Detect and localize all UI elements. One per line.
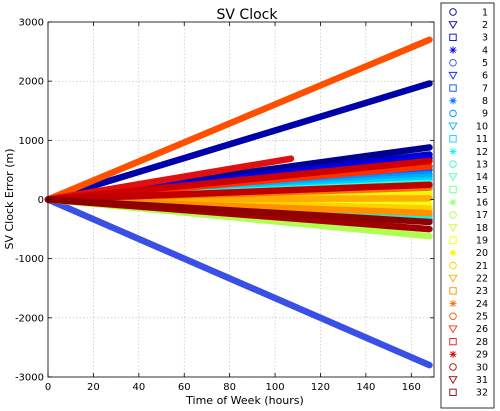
legend-label-4: 4 bbox=[482, 45, 488, 56]
legend-marker-17 bbox=[449, 211, 457, 219]
legend-marker-9 bbox=[449, 109, 457, 118]
legend-marker-3 bbox=[449, 33, 457, 42]
legend-marker-30 bbox=[449, 363, 457, 371]
legend-label-20: 20 bbox=[476, 248, 488, 259]
y-tick-label: 2000 bbox=[19, 77, 44, 88]
legend-marker-19 bbox=[449, 236, 457, 244]
x-tick-label: 120 bbox=[311, 382, 330, 393]
legend-marker-16 bbox=[449, 198, 457, 206]
x-tick-label: 100 bbox=[266, 382, 285, 393]
plot-series bbox=[44, 36, 433, 369]
legend-marker-23 bbox=[449, 287, 457, 295]
legend-marker-32 bbox=[449, 388, 457, 396]
legend-label-1: 1 bbox=[482, 7, 488, 18]
legend-label-13: 13 bbox=[476, 159, 488, 170]
legend-label-15: 15 bbox=[476, 185, 488, 196]
y-axis-label: SV Clock Error (m) bbox=[3, 149, 16, 250]
legend-marker-4 bbox=[449, 46, 457, 54]
y-tick-label: -3000 bbox=[15, 373, 44, 384]
legend-label-5: 5 bbox=[482, 58, 488, 69]
legend-marker-11 bbox=[449, 135, 457, 143]
legend-marker-8 bbox=[449, 97, 457, 105]
legend-marker-5 bbox=[449, 58, 457, 67]
legend-label-26: 26 bbox=[476, 324, 488, 335]
x-tick-label: 20 bbox=[87, 382, 100, 393]
legend-marker-18 bbox=[448, 224, 458, 233]
legend-marker-13 bbox=[449, 160, 457, 168]
legend-label-7: 7 bbox=[482, 83, 488, 94]
legend-label-29: 29 bbox=[476, 350, 488, 361]
legend-marker-1 bbox=[449, 8, 457, 16]
legend-label-23: 23 bbox=[476, 286, 488, 297]
legend-label-25: 25 bbox=[476, 312, 488, 323]
axis-ticks: 0 20 40 60 80 100 120 140 160 -3000 -2000 -1000 0 100… bbox=[15, 18, 434, 393]
legend-label-30: 30 bbox=[476, 362, 488, 373]
series-line-2 bbox=[44, 80, 433, 203]
legend-marker-31 bbox=[448, 376, 458, 385]
legend-label-14: 14 bbox=[476, 172, 488, 183]
legend-marker-10 bbox=[448, 122, 458, 131]
legend-marker-20 bbox=[449, 249, 457, 257]
legend-label-19: 19 bbox=[476, 235, 488, 246]
legend-label-3: 3 bbox=[482, 33, 488, 44]
legend-label-28: 28 bbox=[476, 337, 488, 348]
x-tick-label: 160 bbox=[402, 382, 421, 393]
legend-label-21: 21 bbox=[476, 261, 488, 272]
legend-marker-22 bbox=[448, 274, 458, 283]
legend-label-12: 12 bbox=[476, 147, 488, 158]
x-tick-label: 60 bbox=[178, 382, 191, 393]
legend-marker-12 bbox=[449, 147, 457, 156]
legend-label-16: 16 bbox=[476, 197, 488, 208]
legend-label-17: 17 bbox=[476, 210, 488, 221]
y-tick-label: 3000 bbox=[19, 18, 44, 29]
legend-marker-24 bbox=[449, 299, 457, 308]
legend-label-9: 9 bbox=[482, 109, 488, 120]
x-axis-label: Time of Week (hours) bbox=[185, 394, 304, 407]
series-line-25 bbox=[44, 36, 433, 203]
legend-label-31: 31 bbox=[476, 375, 488, 386]
legend-marker-28 bbox=[449, 337, 457, 346]
legend-marker-25 bbox=[449, 312, 457, 321]
legend-marker-14 bbox=[448, 173, 458, 182]
series-line-32 bbox=[44, 196, 433, 226]
legend-marker-7 bbox=[449, 84, 457, 92]
series-line-30 bbox=[44, 181, 433, 203]
legend-label-32: 32 bbox=[476, 388, 488, 399]
x-tick-label: 80 bbox=[223, 382, 236, 393]
legend-label-2: 2 bbox=[482, 20, 488, 31]
x-tick-label: 0 bbox=[45, 382, 51, 393]
y-tick-label: -1000 bbox=[15, 254, 44, 265]
legend-label-6: 6 bbox=[482, 71, 488, 82]
legend-label-8: 8 bbox=[482, 96, 488, 107]
legend: 1234567891011121314151617181920212223242… bbox=[440, 2, 495, 409]
legend-marker-6 bbox=[448, 71, 458, 80]
series-line-5 bbox=[44, 196, 433, 369]
legend-label-10: 10 bbox=[476, 121, 488, 132]
legend-label-22: 22 bbox=[476, 274, 488, 285]
chart-title: SV Clock bbox=[217, 7, 279, 23]
legend-marker-26 bbox=[448, 325, 458, 334]
legend-marker-2 bbox=[448, 21, 458, 30]
legend-marker-29 bbox=[449, 350, 457, 358]
legend-marker-15 bbox=[449, 185, 457, 194]
legend-label-18: 18 bbox=[476, 223, 488, 234]
x-tick-label: 40 bbox=[132, 382, 145, 393]
y-tick-label: -2000 bbox=[15, 313, 44, 324]
legend-label-11: 11 bbox=[476, 134, 488, 145]
y-tick-label: 1000 bbox=[19, 136, 44, 147]
x-tick-label: 140 bbox=[356, 382, 375, 393]
y-tick-label: 0 bbox=[38, 195, 44, 206]
legend-label-24: 24 bbox=[476, 299, 488, 310]
series-line-29 bbox=[44, 157, 433, 203]
legend-marker-21 bbox=[449, 261, 457, 270]
